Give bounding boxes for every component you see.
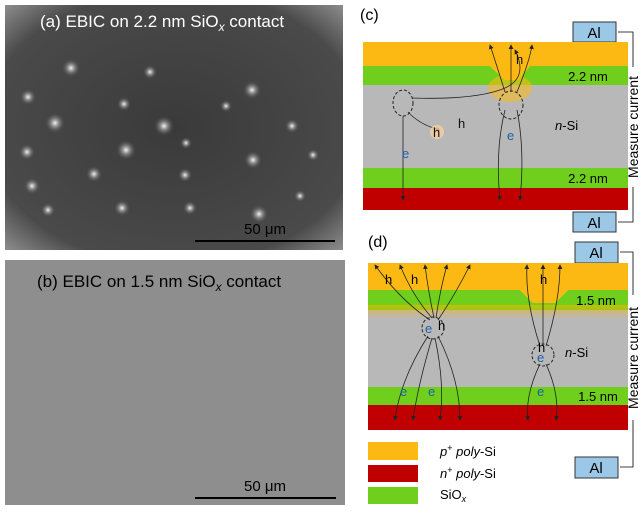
- hole-label: h: [516, 52, 523, 67]
- p-poly-layer: [368, 263, 628, 290]
- electron-label: e: [428, 384, 435, 399]
- oxide-thickness: 2.2 nm: [568, 171, 608, 186]
- legend-swatch: [368, 487, 418, 504]
- oxide-thickness: 1.5 nm: [576, 293, 616, 308]
- glow: [488, 74, 532, 102]
- bulk-label: n-Si: [555, 118, 578, 133]
- legend-text: -Si: [480, 466, 496, 481]
- legend-text: SiO: [440, 487, 462, 502]
- al-label: Al: [587, 25, 600, 42]
- legend-subscript: x: [461, 494, 467, 504]
- al-label: Al: [587, 215, 600, 232]
- title-text: contact: [222, 272, 282, 291]
- legend-label: SiOx: [440, 487, 467, 504]
- panel-label: (d): [368, 234, 388, 251]
- bulk-text: n: [555, 118, 562, 133]
- electron-label: e: [425, 321, 432, 336]
- panel-title: (a) EBIC on 2.2 nm SiOx contact: [40, 12, 284, 34]
- figure: (a) EBIC on 2.2 nm SiOx contact 50 μm (b…: [0, 0, 643, 509]
- electron-label: e: [537, 384, 544, 399]
- measure-label: Measure current: [625, 76, 641, 178]
- oxide-thickness: 2.2 nm: [568, 69, 608, 84]
- panel-d: (d) Al Al 1.5 nm 1.5 nm n-Si h h h h h e…: [368, 234, 641, 478]
- legend-text: poly: [453, 444, 482, 459]
- title-text: (a) EBIC on 2.2 nm SiO: [40, 12, 219, 31]
- legend-label: p+ poly-Si: [439, 443, 496, 459]
- scale-bar-label: 50 μm: [244, 478, 286, 495]
- title-text: (b) EBIC on 1.5 nm SiO: [37, 272, 216, 291]
- bulk-text: n: [565, 345, 572, 360]
- title-text: contact: [225, 12, 285, 31]
- legend: p+ poly-Si n+ poly-Si SiOx: [368, 442, 496, 504]
- measure-label: Measure current: [625, 307, 641, 409]
- legend-text: poly: [453, 466, 482, 481]
- hole-label: h: [438, 318, 445, 333]
- hole-label: h: [411, 272, 418, 287]
- bulk-label: n-Si: [565, 345, 588, 360]
- bulk-text: -Si: [562, 118, 578, 133]
- oxide-thickness: 1.5 nm: [578, 389, 618, 404]
- electron-label: e: [400, 384, 407, 399]
- bulk-text: -Si: [572, 345, 588, 360]
- electron-label: e: [507, 128, 514, 143]
- panel-b: (b) EBIC on 1.5 nm SiOx contact 50 μm: [5, 260, 345, 505]
- electron-label: e: [537, 350, 544, 365]
- scale-bar-label: 50 μm: [244, 221, 286, 238]
- panel-title: (b) EBIC on 1.5 nm SiOx contact: [37, 272, 281, 294]
- hole-label: h: [385, 272, 392, 287]
- legend-label: n+ poly-Si: [440, 465, 496, 481]
- panel-label: (c): [360, 7, 379, 24]
- electron-label: e: [402, 146, 409, 161]
- al-label: Al: [589, 245, 602, 262]
- n-poly-layer: [368, 405, 628, 430]
- legend-swatch: [368, 442, 418, 460]
- panel-c: (c) Al Al 2.2 nm 2.2 nm n-Si h h h e e M…: [360, 7, 641, 232]
- hole-label: h: [540, 272, 547, 287]
- legend-text: -Si: [480, 444, 496, 459]
- hole-label: h: [433, 125, 440, 140]
- hole-label: h: [458, 116, 465, 131]
- legend-swatch: [368, 465, 418, 482]
- ebic-image: [5, 260, 345, 505]
- legend-text: p: [439, 444, 447, 459]
- panel-a: (a) EBIC on 2.2 nm SiOx contact 50 μm: [5, 5, 343, 250]
- legend-text: n: [440, 466, 447, 481]
- al-label: Al: [589, 460, 602, 477]
